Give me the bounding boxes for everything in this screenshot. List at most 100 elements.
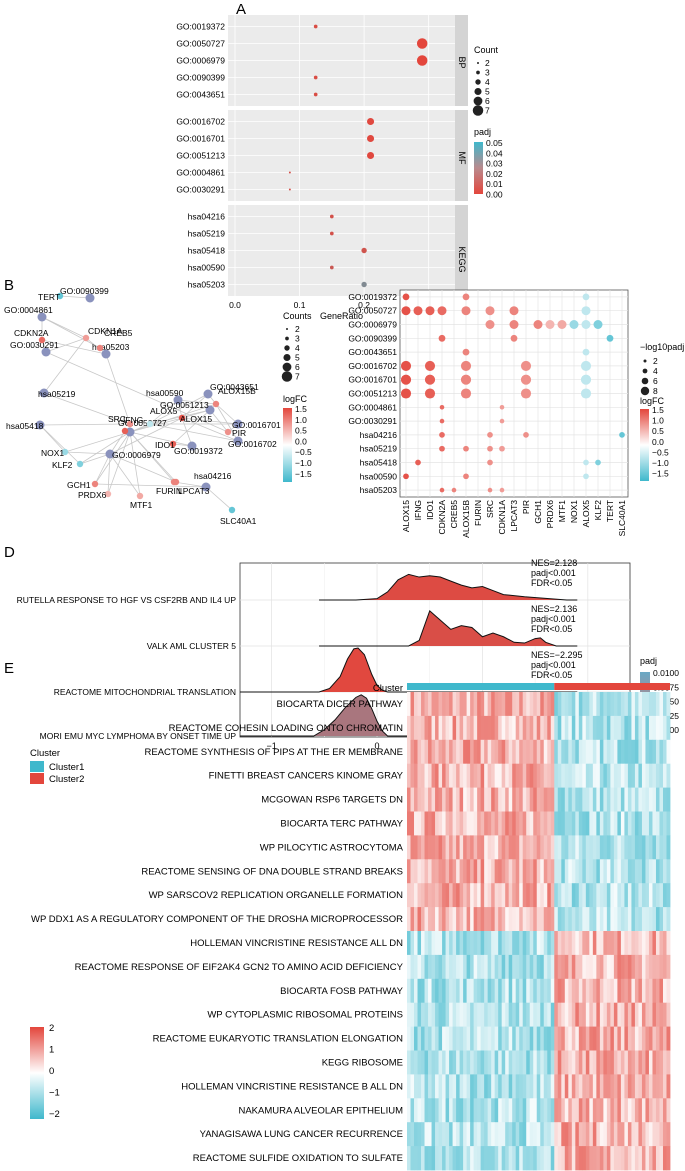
- heatmap-cell: [519, 1050, 524, 1075]
- heatmap-cell: [610, 1026, 615, 1051]
- heatmap-cell: [578, 739, 583, 765]
- heatmap-cell: [435, 787, 439, 812]
- heatmap-cell: [449, 835, 453, 860]
- heatmap-cell: [582, 883, 587, 908]
- gene-node: [136, 492, 144, 500]
- heatmap-cell: [484, 954, 489, 980]
- heatmap-cell: [452, 1050, 457, 1075]
- heatmap-cell: [533, 1098, 538, 1123]
- x-axis-title: GeneRatio: [320, 311, 363, 321]
- heatmap-cell: [627, 859, 632, 884]
- heatmap-cell: [568, 1050, 573, 1075]
- heatmap-cell: [610, 763, 615, 788]
- size-legend-dot: [285, 336, 289, 341]
- nes-label: NES=2.136: [531, 604, 577, 614]
- heatmap-cell: [505, 954, 510, 980]
- heatmap-cell: [501, 1002, 506, 1027]
- heatmap-cell: [659, 907, 664, 932]
- heatmap-cell: [596, 1002, 601, 1027]
- heatmap-cell: [543, 1074, 548, 1099]
- heatmap-cell: [641, 978, 646, 1004]
- heatmap-cell: [414, 763, 418, 788]
- heatmap-cell: [529, 787, 534, 812]
- data-point: [499, 405, 505, 410]
- heatmap-cell: [568, 1146, 573, 1171]
- heatmap-cell: [505, 931, 510, 956]
- color-legend-label: 1: [49, 1045, 54, 1056]
- heatmap-cell: [438, 1026, 443, 1051]
- heatmap-cell: [645, 811, 650, 836]
- heatmap-cell: [638, 787, 643, 812]
- heatmap-cell: [526, 859, 531, 884]
- heatmap-cell: [533, 1050, 538, 1075]
- heatmap-cell: [470, 1122, 475, 1147]
- heatmap-cell: [508, 811, 513, 836]
- heatmap-cell: [610, 835, 615, 860]
- heatmap-cell: [501, 763, 506, 788]
- heatmap-cell: [550, 1098, 555, 1123]
- heatmap-cell: [599, 715, 604, 741]
- heatmap-cell: [533, 1026, 538, 1051]
- heatmap-cell: [540, 978, 545, 1004]
- heatmap-cell: [620, 978, 625, 1004]
- heatmap-cell: [659, 1122, 664, 1147]
- heatmap-cell: [487, 1146, 492, 1171]
- heatmap-cell: [666, 1074, 671, 1099]
- heatmap-cell: [589, 1074, 594, 1099]
- heatmap-cell: [536, 1146, 541, 1171]
- heatmap-cell: [508, 763, 513, 788]
- heatmap-cell: [536, 1122, 541, 1147]
- heatmap-cell: [484, 978, 489, 1004]
- heatmap-cell: [568, 811, 573, 836]
- heatmap-cell: [505, 1074, 510, 1099]
- heatmap-cell: [592, 763, 597, 788]
- heatmap-cell: [561, 883, 566, 908]
- heatmap-cell: [613, 1146, 618, 1171]
- heatmap-cell: [603, 954, 608, 980]
- heatmap-cell: [582, 1050, 587, 1075]
- size-legend-label: 4: [295, 343, 300, 353]
- heatmap-cell: [445, 1026, 450, 1051]
- heatmap-cell: [508, 859, 513, 884]
- heatmap-cell: [557, 859, 562, 884]
- heatmap-cell: [648, 931, 653, 956]
- heatmap-cell: [452, 1122, 457, 1147]
- data-point: [361, 247, 367, 254]
- heatmap-cell: [424, 1002, 429, 1027]
- heatmap-cell: [417, 715, 422, 741]
- heatmap-cell: [571, 883, 576, 908]
- heatmap-cell: [599, 931, 604, 956]
- heatmap-cell: [501, 715, 506, 741]
- term-node: [37, 312, 47, 322]
- data-point: [413, 306, 423, 316]
- heatmap-cell: [526, 1122, 531, 1147]
- heatmap-cell: [512, 787, 517, 812]
- heatmap-cell: [662, 907, 667, 932]
- heatmap-cell: [557, 883, 562, 908]
- data-point: [580, 388, 592, 399]
- heatmap-cell: [428, 1098, 432, 1123]
- heatmap-cell: [529, 978, 534, 1004]
- heatmap-cell: [498, 811, 503, 836]
- heatmap-cell: [631, 1002, 636, 1027]
- heatmap-cell: [606, 1074, 611, 1099]
- heatmap-cell: [414, 787, 418, 812]
- heatmap-cell: [634, 715, 639, 741]
- heatmap-cell: [571, 1002, 576, 1027]
- heatmap-cell: [470, 1098, 475, 1123]
- heatmap-cell: [529, 931, 534, 956]
- heatmap-cell: [431, 883, 436, 908]
- heatmap-cell: [596, 1050, 601, 1075]
- heatmap-cell: [659, 1002, 664, 1027]
- heatmap-cell: [410, 907, 415, 932]
- heatmap-cell: [610, 907, 615, 932]
- heatmap-cell: [417, 954, 422, 980]
- heatmap-cell: [624, 1122, 629, 1147]
- data-point: [403, 473, 409, 480]
- heatmap-cell: [417, 1098, 422, 1123]
- heatmap-cell: [589, 1050, 594, 1075]
- heatmap-cell: [529, 1146, 534, 1171]
- heatmap-row-label: BIOCARTA TERC PATHWAY: [280, 818, 403, 829]
- heatmap-cell: [634, 1002, 639, 1027]
- heatmap-cell: [620, 763, 625, 788]
